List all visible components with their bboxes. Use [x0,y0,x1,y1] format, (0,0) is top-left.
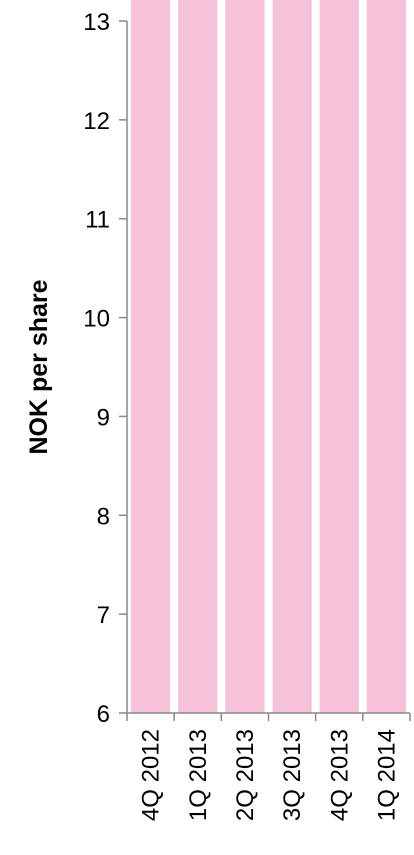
bar-segment-1-1q-2014 [366,0,406,713]
bar-segment-1-4q-2012 [131,0,171,714]
bar-segment-1-1q-2013 [178,0,218,713]
x-category-label-1q-2013: 1Q 2013 [185,729,212,821]
y-tick-label-9: 9 [97,404,110,431]
x-category-label-3q-2013: 3Q 2013 [279,729,306,821]
x-category-labels: 4Q 2012 1Q 2013 2Q 2013 3Q 2013 4Q 2013 1Q 20… [138,729,401,821]
y-tick-label-8: 8 [97,503,110,530]
y-tick-label-11: 11 [85,207,110,234]
x-category-label-4q-2013: 4Q 2013 [326,729,353,821]
y-tick-label-10: 10 [83,306,110,333]
bar-segment-1-4q-2013 [319,0,359,714]
axes-group [119,20,411,721]
y-tick-label-6: 6 [97,701,110,728]
y-axis-title: NOK per share [25,279,53,454]
bar-segment-1-2q-2013 [225,0,265,713]
x-category-label-1q-2014: 1Q 2014 [373,729,400,821]
y-tick-label-7: 7 [97,602,110,629]
y-tick-label-12: 12 [83,108,110,135]
y-tick-label-13: 13 [83,9,110,36]
x-category-label-4q-2012: 4Q 2012 [138,729,165,821]
y-axis-title-group: NOK per share [25,279,53,454]
x-category-label-2q-2013: 2Q 2013 [232,729,259,821]
y-tick-labels: 6 7 8 9 10 11 12 13 [83,9,110,728]
bar-segment-1-3q-2013 [272,0,312,713]
bars-group [131,0,406,714]
